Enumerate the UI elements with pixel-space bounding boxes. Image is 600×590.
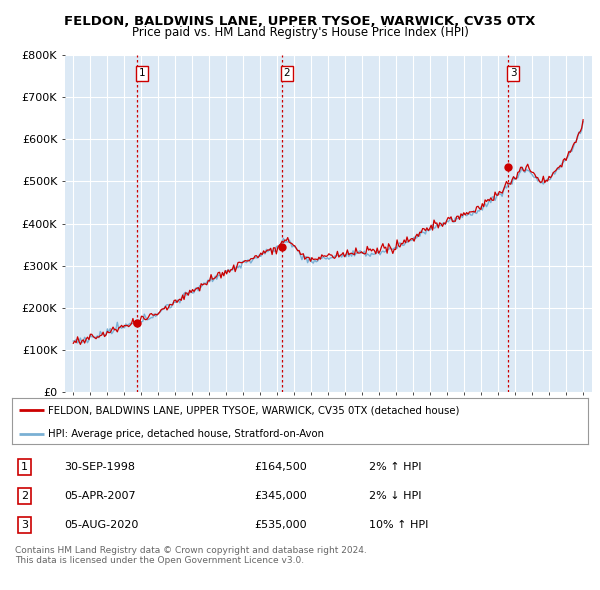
- Text: 05-AUG-2020: 05-AUG-2020: [64, 520, 138, 530]
- Text: 10% ↑ HPI: 10% ↑ HPI: [369, 520, 428, 530]
- Text: Price paid vs. HM Land Registry's House Price Index (HPI): Price paid vs. HM Land Registry's House …: [131, 26, 469, 39]
- Text: FELDON, BALDWINS LANE, UPPER TYSOE, WARWICK, CV35 0TX (detached house): FELDON, BALDWINS LANE, UPPER TYSOE, WARW…: [48, 405, 459, 415]
- Text: 2: 2: [284, 68, 290, 78]
- Text: Contains HM Land Registry data © Crown copyright and database right 2024.
This d: Contains HM Land Registry data © Crown c…: [15, 546, 367, 565]
- Text: 1: 1: [21, 462, 28, 472]
- Text: £164,500: £164,500: [254, 462, 307, 472]
- Text: £535,000: £535,000: [254, 520, 307, 530]
- Text: 1: 1: [139, 68, 145, 78]
- Text: 30-SEP-1998: 30-SEP-1998: [64, 462, 135, 472]
- Text: 2% ↑ HPI: 2% ↑ HPI: [369, 462, 422, 472]
- Text: 3: 3: [21, 520, 28, 530]
- Text: FELDON, BALDWINS LANE, UPPER TYSOE, WARWICK, CV35 0TX: FELDON, BALDWINS LANE, UPPER TYSOE, WARW…: [64, 15, 536, 28]
- Text: £345,000: £345,000: [254, 491, 307, 501]
- Text: 05-APR-2007: 05-APR-2007: [64, 491, 136, 501]
- Text: 2% ↓ HPI: 2% ↓ HPI: [369, 491, 422, 501]
- Text: 2: 2: [21, 491, 28, 501]
- Text: HPI: Average price, detached house, Stratford-on-Avon: HPI: Average price, detached house, Stra…: [48, 428, 324, 438]
- Text: 3: 3: [510, 68, 517, 78]
